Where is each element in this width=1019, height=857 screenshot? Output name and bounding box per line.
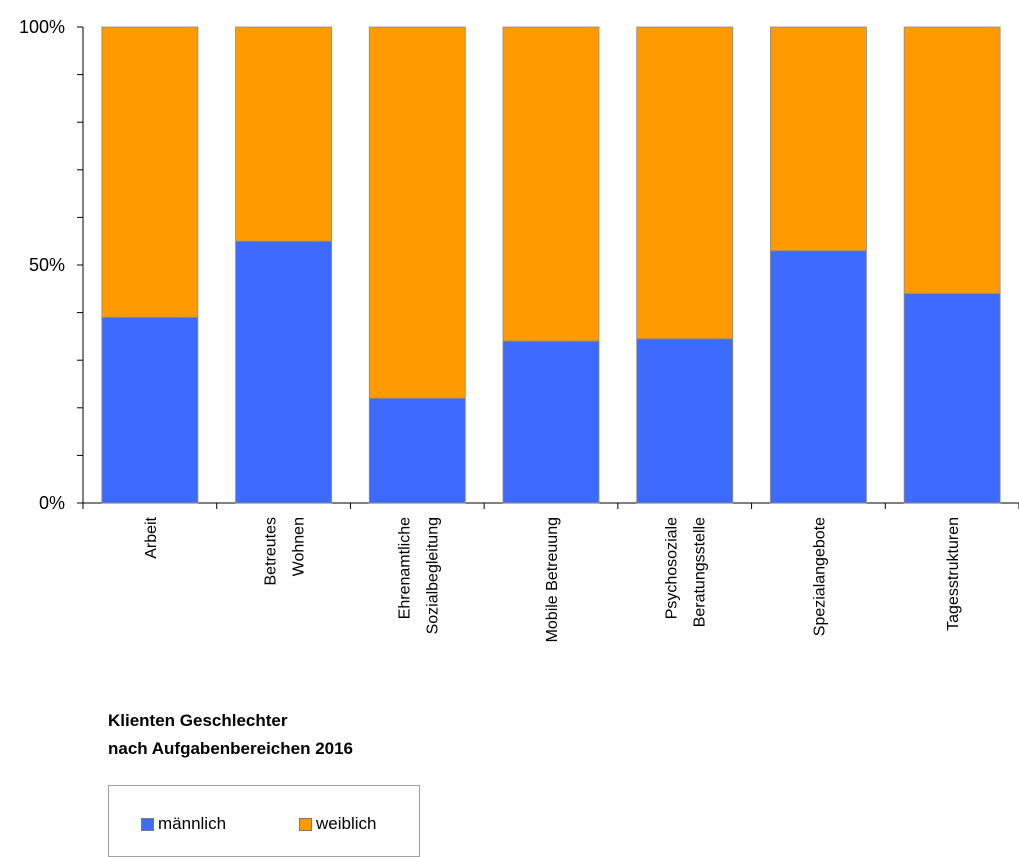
legend-swatch-weiblich [299,817,312,831]
y-tick-label: 50% [29,255,65,275]
bar-maennlich-2 [235,240,332,504]
x-category-label: Spezialangebote [811,517,828,636]
bar-weiblich-2 [235,26,332,242]
x-category-label: Tagesstrukturen [945,517,962,631]
legend-label-weiblich: weiblich [316,814,377,833]
axis-labels: 0% 50% 100% Arbeit Betreutes Wohnen Ehrenamtli… [19,17,962,642]
legend-label-maennlich: männlich [158,814,227,833]
bar-maennlich-6 [770,250,867,504]
bar-weiblich-6 [770,26,867,252]
bar-maennlich-7 [903,293,1001,504]
bar-weiblich-1 [101,26,199,318]
y-tick-label: 100% [19,17,65,37]
y-tick-label: 0% [39,493,65,513]
legend: männlich weiblich [108,785,420,857]
x-category-label: Mobile Betreuung [544,517,561,642]
bar-weiblich-3 [368,26,466,399]
chart-title: Klienten Geschlechter nach Aufgabenberei… [108,707,353,763]
chart-title-line-2: nach Aufgabenbereichen 2016 [108,739,354,758]
bar-weiblich-5 [636,26,734,340]
bar-weiblich-7 [903,26,1001,294]
bars [101,26,1001,504]
stacked-bar-chart: 0% 50% 100% Arbeit Betreutes Wohnen Ehrenamtli… [19,17,1019,642]
x-category-label: Betreutes [263,517,280,585]
legend-item-maennlich: männlich [141,814,226,834]
x-category-label: Wohnen [291,517,308,576]
legend-swatch-maennlich [141,817,154,831]
bar-maennlich-1 [101,316,199,504]
bar-maennlich-4 [502,340,600,504]
x-category-label: Beratungsstelle [692,517,709,627]
bar-maennlich-3 [368,397,466,504]
x-category-label: Sozialbegleitung [424,517,441,634]
x-category-label: Psychosoziale [664,517,681,619]
legend-item-weiblich: weiblich [299,814,376,834]
bar-weiblich-4 [502,26,600,342]
x-category-label: Ehrenamtliche [396,517,413,619]
x-category-label: Arbeit [143,516,160,558]
bar-maennlich-5 [636,338,734,504]
chart-title-line-1: Klienten Geschlechter [108,711,288,730]
